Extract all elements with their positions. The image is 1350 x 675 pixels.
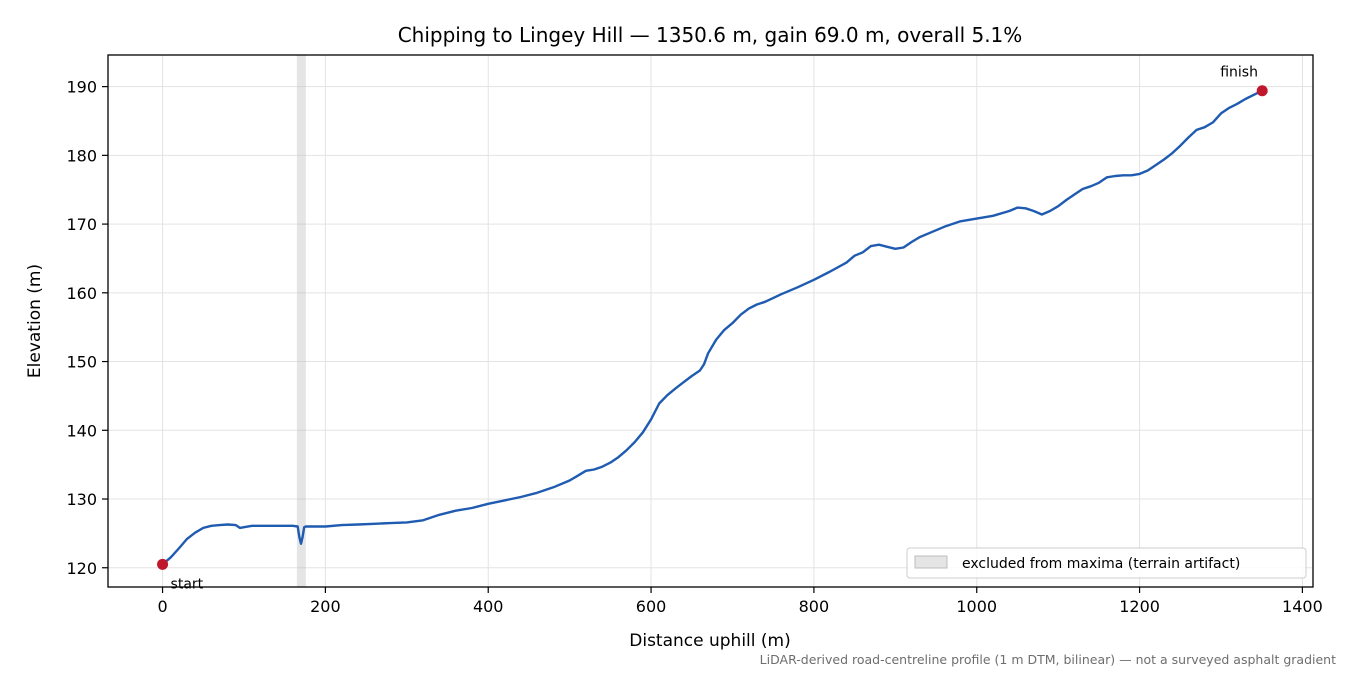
y-tick-label: 180 [66, 146, 97, 165]
legend-swatch-excluded [914, 555, 948, 569]
x-tick-label: 1200 [1119, 597, 1160, 616]
chart-title: Chipping to Lingey Hill — 1350.6 m, gain… [398, 23, 1023, 47]
elevation-line [161, 89, 1264, 566]
legend-box [906, 547, 1307, 579]
x-tick-label: 0 [157, 597, 167, 616]
y-axis-ticks: 120 130 140 150 160 170 180 190 [66, 78, 108, 578]
excluded-region [296, 55, 306, 587]
y-tick-label: 190 [66, 78, 97, 97]
x-axis-title: Distance uphill (m) [629, 631, 790, 651]
x-tick-label: 1000 [956, 597, 997, 616]
finish-label: finish [1220, 65, 1258, 81]
grid-lines [108, 55, 1313, 587]
x-tick-label: 800 [799, 597, 830, 616]
y-tick-label: 140 [66, 421, 97, 440]
start-marker [157, 558, 169, 570]
series-lines [161, 89, 1264, 566]
x-tick-label: 1400 [1282, 597, 1323, 616]
y-tick-label: 150 [66, 353, 97, 372]
finish-marker [1256, 85, 1268, 97]
y-tick-label: 170 [66, 215, 97, 234]
y-tick-label: 120 [66, 559, 97, 578]
x-tick-label: 200 [310, 597, 341, 616]
y-tick-label: 160 [66, 284, 97, 303]
y-tick-label: 130 [66, 490, 97, 509]
start-label: start [171, 576, 204, 592]
legend-label-excluded: excluded from maxima (terrain artifact) [962, 556, 1240, 572]
point-markers: start finish [157, 65, 1268, 592]
x-axis-ticks: 0 200 400 600 800 1000 1200 1400 [157, 587, 1323, 616]
plot-frame [107, 54, 1314, 588]
x-tick-label: 600 [636, 597, 667, 616]
legend: excluded from maxima (terrain artifact) [906, 547, 1307, 579]
excluded-region-band [296, 55, 306, 587]
y-axis-title: Elevation (m) [25, 264, 45, 378]
chart-footnote: LiDAR-derived road-centreline profile (1… [760, 652, 1336, 667]
x-tick-label: 400 [473, 597, 504, 616]
